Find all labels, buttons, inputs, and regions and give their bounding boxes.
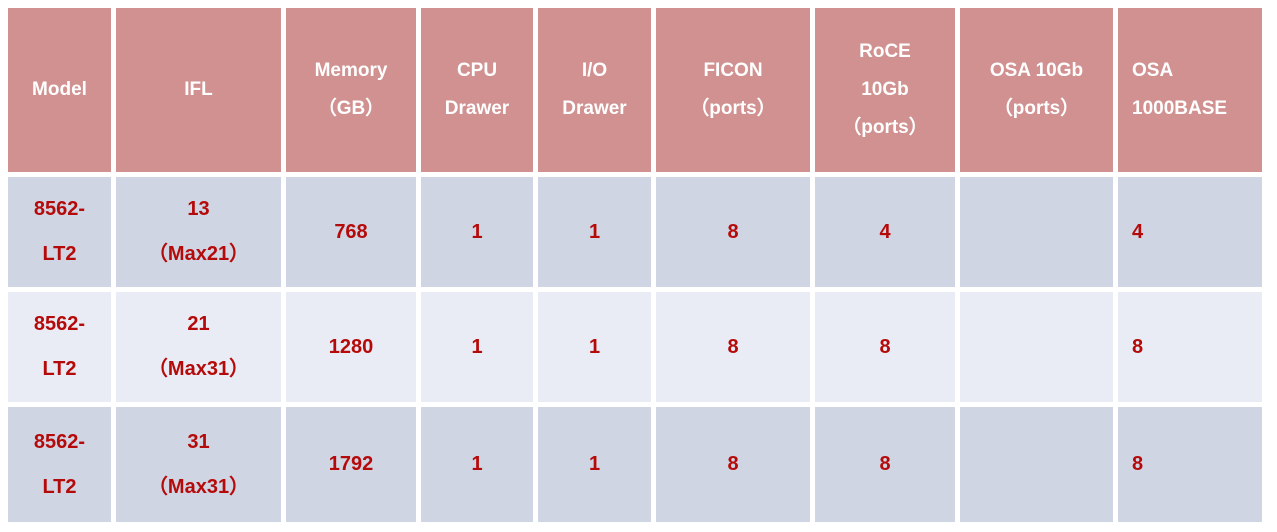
cell-1-roce-10gb: 8: [815, 292, 955, 402]
cell-2-model-line-1: LT2: [42, 475, 77, 498]
cell-2-roce-10gb-line-0: 8: [879, 453, 891, 475]
cell-0-osa-10gb: [960, 177, 1113, 287]
header-cell-roce-10gb-line-2: （ports）: [842, 117, 928, 138]
cell-2-memory-line-0: 1792: [328, 453, 374, 475]
cell-1-ifl-line-1: （Max31）: [147, 358, 250, 380]
cell-2-ficon-line-0: 8: [727, 453, 739, 475]
header-cell-memory-line-0: Memory: [314, 60, 388, 81]
cell-2-osa-10gb: [960, 407, 1113, 522]
cell-0-cpu-drawer: 1: [421, 177, 533, 287]
header-cell-model-line-0: Model: [32, 79, 87, 100]
header-cell-osa-1000base: OSA 1000BASE: [1118, 8, 1262, 172]
table-row-0: 8562- LT2 13 （Max21） 768 1 1 8 4 4: [8, 177, 1262, 287]
cell-0-model-line-1: LT2: [42, 243, 77, 265]
cell-0-ifl-line-1: （Max21）: [147, 243, 250, 265]
header-cell-osa-10gb: OSA 10Gb （ports）: [960, 8, 1113, 172]
cell-0-memory: 768: [286, 177, 416, 287]
header-cell-memory-line-1: （GB）: [317, 98, 385, 119]
cell-2-memory: 1792: [286, 407, 416, 522]
header-cell-io-drawer-line-1: Drawer: [562, 98, 627, 119]
cell-1-osa-10gb: [960, 292, 1113, 402]
cell-2-roce-10gb: 8: [815, 407, 955, 522]
cell-2-io-drawer-line-0: 1: [588, 453, 601, 475]
cell-0-ifl-line-0: 13: [187, 198, 210, 220]
cell-0-model-line-0: 8562-: [33, 198, 86, 220]
cell-2-ifl: 31 （Max31）: [116, 407, 281, 522]
cell-0-ifl: 13 （Max21）: [116, 177, 281, 287]
cell-0-io-drawer: 1: [538, 177, 651, 287]
cell-1-memory: 1280: [286, 292, 416, 402]
cell-0-osa-1000base-line-0: 4: [1132, 220, 1144, 243]
cell-2-cpu-drawer: 1: [421, 407, 533, 522]
cell-2-cpu-drawer-line-0: 1: [471, 453, 483, 475]
cell-2-osa-1000base: 8: [1118, 407, 1262, 522]
cell-1-ficon: 8: [656, 292, 810, 402]
cell-2-ifl-line-0: 31: [187, 430, 210, 453]
spec-table-body: Model IFL Memory （GB） CPU Drawer I/O Drawer FICO…: [8, 8, 1262, 522]
header-cell-ifl-line-0: IFL: [184, 79, 213, 100]
header-cell-roce-10gb-line-0: RoCE: [859, 41, 911, 62]
cell-1-memory-line-0: 1280: [328, 335, 374, 358]
header-cell-cpu-drawer-line-0: CPU: [456, 60, 498, 81]
header-cell-model: Model: [8, 8, 111, 172]
cell-1-cpu-drawer: 1: [421, 292, 533, 402]
header-cell-ficon-line-0: FICON: [703, 60, 763, 81]
cell-1-ficon-line-0: 8: [727, 335, 739, 358]
header-cell-osa-1000base-line-0: OSA: [1132, 60, 1174, 81]
cell-0-memory-line-0: 768: [334, 220, 368, 243]
header-cell-ficon-line-1: （ports）: [690, 98, 776, 119]
cell-0-cpu-drawer-line-0: 1: [471, 220, 483, 243]
cell-1-model-line-1: LT2: [42, 358, 77, 380]
table-header-row: Model IFL Memory （GB） CPU Drawer I/O Drawer FICO…: [8, 8, 1262, 172]
cell-0-roce-10gb: 4: [815, 177, 955, 287]
cell-0-ficon: 8: [656, 177, 810, 287]
cell-1-model-line-0: 8562-: [33, 313, 86, 335]
header-cell-osa-10gb-line-0: OSA 10Gb: [989, 60, 1084, 81]
cell-1-roce-10gb-line-0: 8: [879, 335, 891, 358]
cell-1-io-drawer: 1: [538, 292, 651, 402]
header-cell-osa-10gb-line-1: （ports）: [993, 98, 1080, 119]
cell-2-model-line-0: 8562-: [33, 430, 86, 453]
cell-1-ifl: 21 （Max31）: [116, 292, 281, 402]
header-cell-io-drawer-line-0: I/O: [581, 60, 608, 81]
cell-1-io-drawer-line-0: 1: [588, 335, 601, 358]
cell-1-model: 8562- LT2: [8, 292, 111, 402]
cell-1-ifl-line-0: 21: [187, 313, 210, 335]
cell-1-cpu-drawer-line-0: 1: [471, 335, 483, 358]
header-cell-roce-10gb-line-1: 10Gb: [861, 79, 909, 100]
header-cell-cpu-drawer-line-1: Drawer: [444, 98, 510, 119]
cell-0-osa-1000base: 4: [1118, 177, 1262, 287]
header-cell-cpu-drawer: CPU Drawer: [421, 8, 533, 172]
header-cell-memory: Memory （GB）: [286, 8, 416, 172]
header-cell-ficon: FICON （ports）: [656, 8, 810, 172]
header-cell-roce-10gb: RoCE 10Gb （ports）: [815, 8, 955, 172]
cell-2-ifl-line-1: （Max31）: [147, 475, 250, 498]
cell-2-io-drawer: 1: [538, 407, 651, 522]
cell-2-model: 8562- LT2: [8, 407, 111, 522]
header-cell-ifl: IFL: [116, 8, 281, 172]
cell-2-osa-1000base-line-0: 8: [1132, 453, 1144, 475]
spec-table: Model IFL Memory （GB） CPU Drawer I/O Drawer FICO…: [3, 3, 1267, 527]
cell-0-roce-10gb-line-0: 4: [879, 220, 891, 243]
spec-table-container: Model IFL Memory （GB） CPU Drawer I/O Drawer FICO…: [3, 3, 1274, 527]
header-cell-osa-1000base-line-1: 1000BASE: [1132, 98, 1228, 119]
cell-2-ficon: 8: [656, 407, 810, 522]
table-row-2: 8562- LT2 31 （Max31） 1792 1 1 8 8 8: [8, 407, 1262, 522]
cell-1-osa-1000base-line-0: 8: [1132, 335, 1144, 358]
cell-0-io-drawer-line-0: 1: [588, 220, 601, 243]
cell-0-model: 8562- LT2: [8, 177, 111, 287]
cell-0-ficon-line-0: 8: [727, 220, 739, 243]
table-row-1: 8562- LT2 21 （Max31） 1280 1 1 8 8 8: [8, 292, 1262, 402]
cell-1-osa-1000base: 8: [1118, 292, 1262, 402]
header-cell-io-drawer: I/O Drawer: [538, 8, 651, 172]
